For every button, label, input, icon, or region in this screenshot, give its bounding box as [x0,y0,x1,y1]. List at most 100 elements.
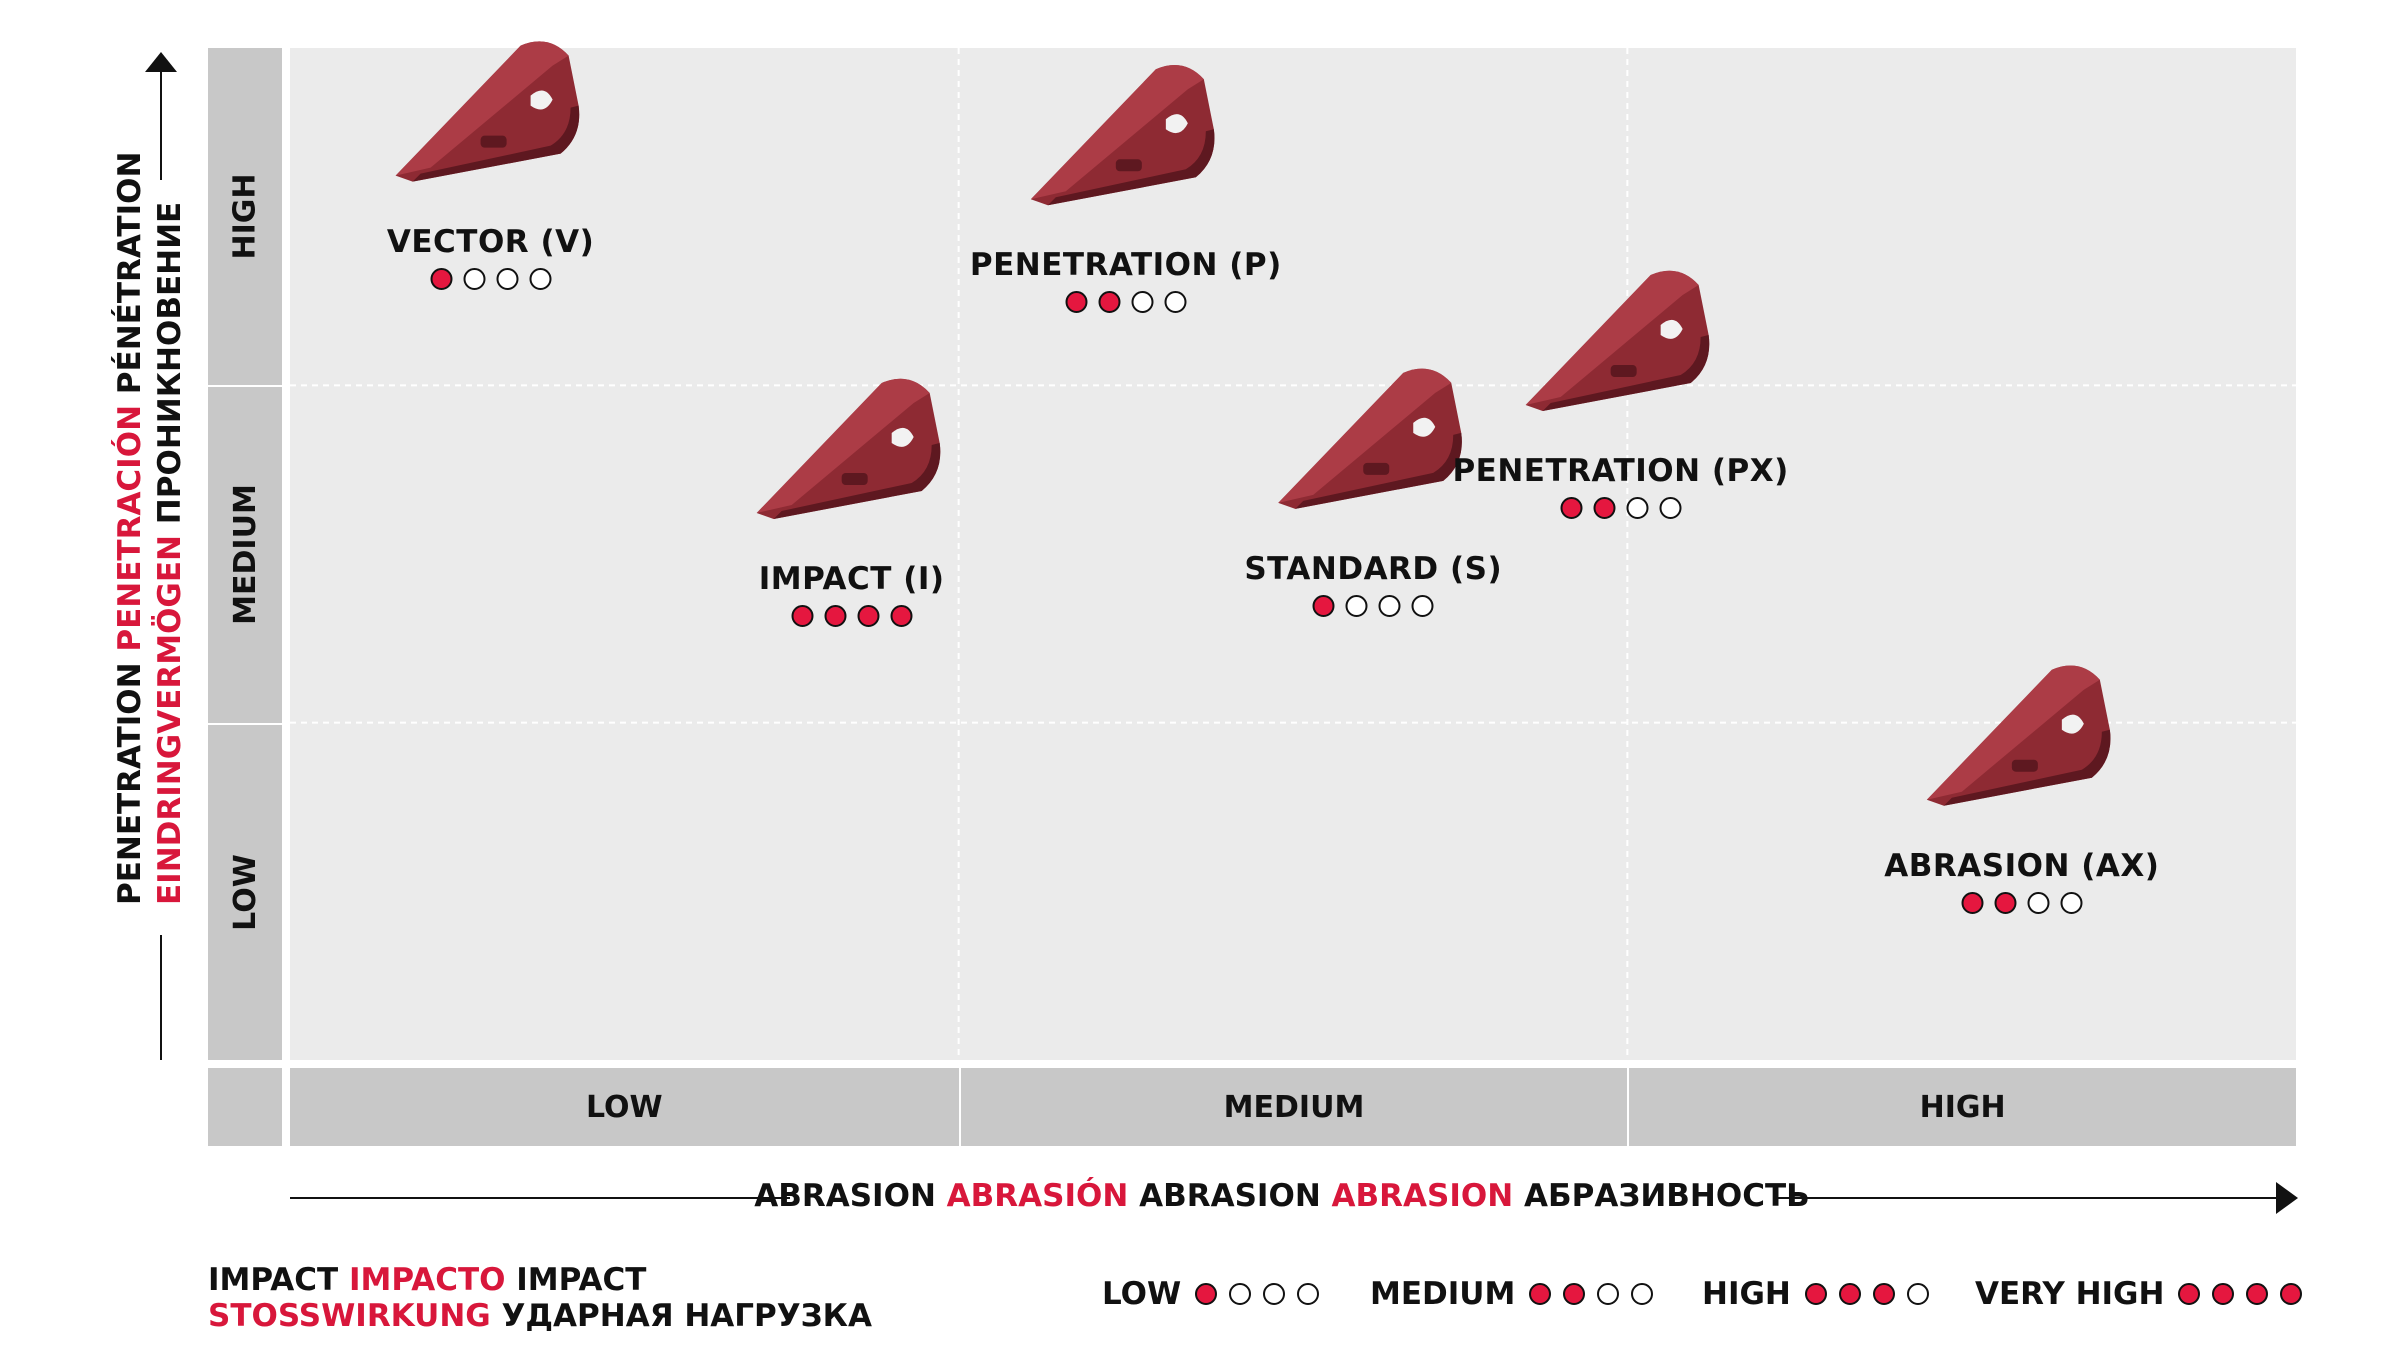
tooth-label: PENETRATION (PX) [1452,453,1789,490]
x-tick-medium: MEDIUM [960,1068,1628,1146]
legend-item: LOW [1102,1276,1320,1312]
title-word: ABRASIÓN [946,1178,1129,1214]
title-word: ABRASION [1139,1178,1321,1214]
rating-dot-filled [2178,1283,2201,1305]
grid-lines [290,48,2296,1060]
rating-dot-empty [1659,497,1682,520]
legend-dots [1804,1283,1929,1305]
rating-dot-empty [529,267,552,290]
legend-item: MEDIUM [1370,1276,1654,1312]
impact-legend-title: IMPACT IMPACTO IMPACT STOSSWIRKUNG УДАРН… [208,1262,872,1334]
tooth-label: STANDARD (S) [1244,550,1503,587]
rating-dot-filled [1872,1283,1895,1305]
impact-title-line-1: IMPACT IMPACTO IMPACT [208,1262,872,1298]
legend-label: MEDIUM [1370,1276,1516,1312]
rating-dot-filled [1961,891,1984,914]
rating-dot-empty [1411,594,1434,617]
title-word: EINDRINGVERMÖGEN [152,535,188,905]
y-tick-label: LOW [227,853,263,931]
title-word: PÉNÉTRATION [112,151,148,395]
y-tick-medium: MEDIUM [208,387,282,723]
y-arrow-icon [145,52,177,72]
bucket-tooth-icon [395,41,580,182]
title-word: IMPACTO [348,1262,506,1298]
x-axis-title: ABRASION ABRASIÓN ABRASION ABRASION АБРА… [754,1178,1810,1214]
bucket-tooth-icon [1278,368,1462,509]
y-title-line-2: EINDRINGVERMÖGEN ПРОНИКНОВЕНИЕ [150,152,190,905]
impact-rating [1312,594,1434,617]
rating-dot-empty [1263,1283,1286,1305]
rating-dot-filled [1804,1283,1827,1305]
title-word: ПРОНИКНОВЕНИЕ [152,201,188,525]
legend-label: HIGH [1702,1276,1791,1312]
rating-dot-filled [2212,1283,2235,1305]
rating-dot-filled [1098,291,1121,314]
title-word: ABRASION [754,1178,936,1214]
rating-dot-empty [463,267,486,290]
legend-item: HIGH [1702,1276,1929,1312]
rating-dot-empty [1297,1283,1320,1305]
rating-dot-filled [1312,594,1335,617]
rating-dot-filled [890,604,913,627]
legend-label: VERY HIGH [1975,1276,2165,1312]
title-word: IMPACT [516,1262,647,1298]
impact-title-line-2: STOSSWIRKUNG УДАРНАЯ НАГРУЗКА [208,1298,872,1334]
rating-dot-filled [430,267,453,290]
y-tick-label: MEDIUM [227,484,263,626]
rating-dot-filled [857,604,880,627]
bucket-tooth-icon [1525,270,1710,412]
title-word: АБРАЗИВНОСТЬ [1523,1178,1810,1214]
title-word: PENETRATION [112,662,148,905]
tooth-label: ABRASION (AX) [1884,847,2160,884]
bucket-tooth-icon [756,378,941,519]
plot-area [290,48,2296,1060]
y-tick-label: HIGH [227,173,263,260]
rating-dot-empty [1378,594,1401,617]
rating-dot-filled [824,604,847,627]
title-word: STOSSWIRKUNG [208,1298,491,1334]
x-arrow-icon [2276,1182,2298,1214]
title-word: УДАРНАЯ НАГРУЗКА [501,1298,873,1334]
impact-rating [1065,291,1187,314]
rating-dot-filled [1994,891,2017,914]
legend-dots [2178,1283,2303,1305]
title-word: IMPACT [208,1262,339,1298]
rating-dot-empty [1626,497,1649,520]
rating-dot-empty [1131,291,1154,314]
x-tick-label: LOW [586,1089,663,1125]
rating-dot-empty [1906,1283,1929,1305]
impact-rating [1560,497,1682,520]
x-tick-high: HIGH [1629,1068,2296,1146]
rating-dot-filled [1065,291,1088,314]
tooth-markers [395,41,2111,806]
y-tick-high: HIGH [208,48,282,386]
bucket-tooth-icon [1030,65,1215,206]
rating-dot-filled [1529,1283,1552,1305]
rating-dot-empty [1597,1283,1620,1305]
rating-dot-empty [1164,291,1187,314]
rating-dot-filled [1593,497,1616,520]
tooth-label: VECTOR (V) [386,223,595,260]
axis-arrows [145,52,2298,1214]
legend-dots [1195,1283,1320,1305]
legend-item: VERY HIGH [1975,1276,2303,1312]
rating-dot-empty [2060,891,2083,914]
x-tick-label: HIGH [1919,1089,2006,1125]
rating-dot-filled [1195,1283,1218,1305]
legend-label: LOW [1102,1276,1182,1312]
rating-dot-empty [1229,1283,1252,1305]
rating-dot-empty [1631,1283,1654,1305]
tooth-label: IMPACT (I) [758,560,945,597]
impact-rating [791,604,913,627]
x-tick-low: LOW [290,1068,959,1146]
x-tick-label: MEDIUM [1223,1089,1365,1125]
rating-dot-empty [2027,891,2050,914]
y-tick-low: LOW [208,724,282,1060]
y-title-line-1: PENETRATION PENETRACIÓN PÉNÉTRATION [110,152,150,905]
rating-dot-filled [1563,1283,1586,1305]
legend-dots [1529,1283,1654,1305]
title-word: ABRASION [1331,1178,1514,1214]
impact-rating [1961,891,2083,914]
rating-dot-filled [1838,1283,1861,1305]
